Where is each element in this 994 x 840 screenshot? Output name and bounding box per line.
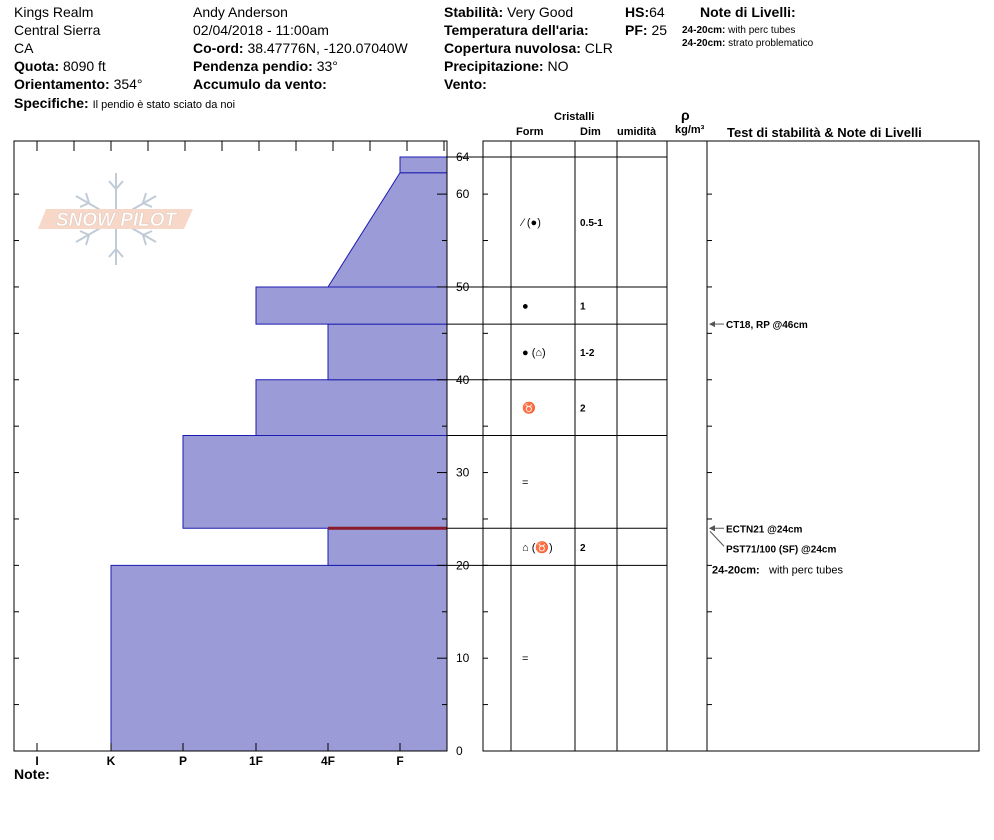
cloud-row: Copertura nuvolosa: CLR [444, 40, 613, 56]
hs-value: 64 [649, 4, 665, 20]
wind-load-row: Accumulo da vento: [193, 76, 327, 92]
layer-note-1: 24-20cm: with perc tubes [682, 25, 795, 37]
mountain-range: Central Sierra [14, 22, 101, 38]
chart-layer-note-text: with perc tubes [768, 564, 843, 576]
crystal-form: = [522, 653, 528, 665]
stability-test-label: PST71/100 (SF) @24cm [726, 544, 836, 555]
height-label: 10 [456, 651, 470, 665]
height-label: 0 [456, 744, 463, 758]
slope-row: Pendenza pendio: 33° [193, 58, 338, 74]
layer-note-2-text: strato problematico [728, 38, 814, 49]
form-header: Form [516, 126, 544, 138]
pf-label: PF: [625, 22, 648, 38]
note-label: Note: [14, 766, 50, 782]
crystal-size: 1-2 [580, 348, 595, 359]
layer-note-1-depth: 24-20cm: [682, 25, 726, 36]
precip-value: NO [547, 58, 569, 74]
crystal-form: = [522, 477, 528, 489]
crystals-header: Cristalli [554, 111, 595, 123]
hardness-layer [182, 434, 448, 529]
hardness-label: I [35, 754, 38, 768]
air-temp-row: Temperatura dell'aria: [444, 22, 589, 38]
cloud-value: CLR [584, 40, 613, 56]
crystal-form: ● [522, 301, 529, 313]
crystal-size: 0.5-1 [580, 218, 603, 229]
crystal-size: 2 [580, 404, 586, 415]
aspect-value: 354° [113, 76, 143, 92]
hardness-layer [110, 564, 448, 752]
chart-layer-note-depth: 24-20cm: [712, 564, 760, 576]
hs-row: HS:64 [625, 4, 665, 20]
elevation-row: Quota: 8090 ft [14, 58, 106, 74]
pf-row: PF: 25 [625, 22, 667, 38]
crystal-form: ● (⌂) [522, 347, 546, 359]
location: Kings Realm [14, 4, 94, 20]
layer-table-frame [482, 140, 980, 752]
stability-test-label: ECTN21 @24cm [726, 524, 803, 535]
cloud-label: Copertura nuvolosa: [444, 40, 581, 56]
air-temp-label: Temperatura dell'aria: [444, 22, 589, 38]
density-symbol: ρ [681, 107, 690, 123]
hardness-label: P [179, 754, 187, 768]
coord-label: Co-ord: [193, 40, 244, 56]
crystal-size: 1 [580, 302, 586, 313]
specifics-row: Specifiche: Il pendio è stato sciato da … [14, 95, 235, 112]
test-arrowhead [709, 525, 715, 532]
profile-frame [13, 140, 448, 752]
crystal-form: ♉ [522, 402, 536, 415]
stability-value: Very Good [507, 4, 574, 20]
datetime: 02/04/2018 - 11:00am [193, 22, 329, 38]
slope-value: 33° [316, 58, 338, 74]
density-unit: kg/m³ [675, 124, 705, 136]
coord-value: 38.47776N, -120.07040W [247, 40, 408, 56]
hardness-layer [327, 172, 448, 288]
wind-row: Vento: [444, 76, 487, 92]
hardness-layer [327, 323, 448, 381]
elevation-label: Quota: [14, 58, 60, 74]
size-header: Dim [580, 126, 601, 138]
hardness-label: F [396, 754, 403, 768]
snowpilot-logo: SNOW PILOT [38, 173, 193, 265]
hardness-label: 1F [249, 754, 263, 768]
observer: Andy Anderson [193, 4, 288, 20]
hardness-label: 4F [321, 754, 335, 768]
wind-load-label: Accumulo da vento: [193, 76, 327, 92]
layer-note-1-text: with perc tubes [728, 25, 796, 36]
aspect-label: Orientamento: [14, 76, 110, 92]
stability-label: Stabilità: [444, 4, 504, 20]
coord-row: Co-ord: 38.47776N, -120.07040W [193, 40, 408, 56]
layer-note-2-depth: 24-20cm: [682, 38, 726, 49]
aspect-row: Orientamento: 354° [14, 76, 143, 92]
crystal-form: ⌂ (♉) [522, 541, 553, 554]
precip-row: Precipitazione: NO [444, 58, 568, 74]
state: CA [14, 40, 34, 56]
hardness-layer [255, 379, 448, 436]
stability-test-label: CT18, RP @46cm [726, 320, 808, 331]
hardness-layer [327, 527, 448, 566]
crystal-form: ⁄ (●) [519, 217, 541, 229]
specifics-value: Il pendio è stato sciato da noi [92, 99, 236, 111]
layer-note-2: 24-20cm: strato problematico [682, 38, 813, 50]
precip-label: Precipitazione: [444, 58, 544, 74]
moisture-header: umidità [617, 126, 657, 138]
layer-notes-title: Note di Livelli: [700, 4, 796, 20]
height-label: 60 [456, 187, 470, 201]
hardness-layer [255, 286, 448, 325]
wind-label: Vento: [444, 76, 487, 92]
elevation-value: 8090 ft [63, 58, 106, 74]
crystal-size: 2 [580, 543, 586, 554]
logo-text: SNOW PILOT [56, 210, 178, 231]
test-arrowhead [709, 321, 715, 328]
hs-label: HS: [625, 4, 650, 20]
stability-row: Stabilità: Very Good [444, 4, 573, 20]
tests-header: Test di stabilità & Note di Livelli [727, 125, 922, 140]
hardness-label: K [107, 754, 116, 768]
pf-value: 25 [651, 22, 668, 38]
height-label: 30 [456, 466, 470, 480]
specifics-label: Specifiche: [14, 95, 89, 111]
hardness-layer [399, 156, 448, 174]
slope-label: Pendenza pendio: [193, 58, 313, 74]
test-pointer [709, 530, 725, 547]
